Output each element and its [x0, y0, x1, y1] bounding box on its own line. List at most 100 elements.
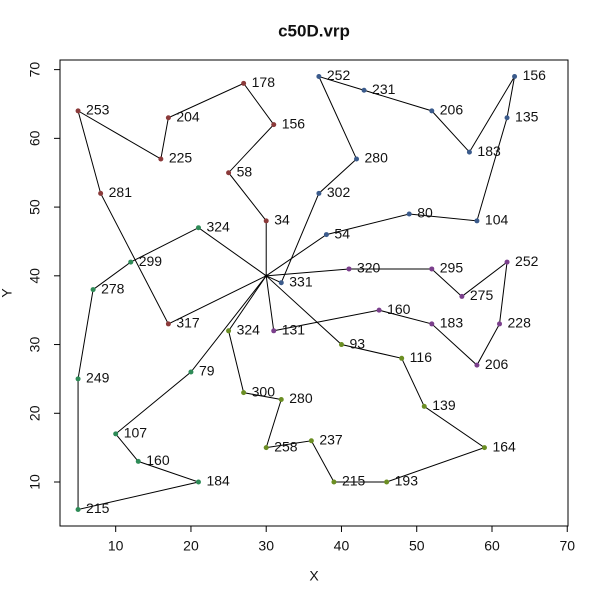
customer-label: 280	[365, 150, 389, 166]
customer-point	[278, 397, 284, 403]
chart-title: c50D.vrp	[278, 21, 350, 40]
y-tick-label: 10	[27, 474, 43, 490]
customer-label: 183	[477, 143, 501, 159]
customer-label: 215	[342, 473, 366, 489]
x-tick-label: 70	[559, 538, 575, 554]
customer-label: 320	[357, 260, 381, 276]
customer-label: 178	[252, 74, 276, 90]
customer-point	[98, 190, 104, 196]
customer-label: 160	[146, 452, 170, 468]
y-tick-label: 60	[27, 130, 43, 146]
route-line	[228, 275, 486, 483]
customer-point	[158, 156, 164, 162]
y-tick-label: 40	[27, 268, 43, 284]
x-tick-label: 50	[409, 538, 425, 554]
customer-label: 231	[372, 81, 396, 97]
customer-point	[188, 369, 194, 375]
customer-label: 215	[86, 500, 110, 516]
customer-label: 299	[139, 253, 163, 269]
customer-point	[346, 266, 352, 272]
customer-point	[361, 87, 367, 93]
customer-label: 295	[440, 260, 464, 276]
customer-point	[195, 479, 201, 485]
customer-label: 278	[101, 280, 125, 296]
x-tick-label: 30	[258, 538, 274, 554]
customer-label: 34	[274, 212, 290, 228]
customer-label: 225	[169, 150, 193, 166]
customer-label: 275	[470, 287, 494, 303]
x-tick-label: 60	[484, 538, 500, 554]
customer-label: 58	[237, 163, 253, 179]
customer-label: 193	[395, 473, 419, 489]
customer-label: 131	[282, 322, 306, 338]
customer-label: 164	[492, 438, 516, 454]
y-tick-label: 20	[27, 405, 43, 421]
customer-label: 135	[515, 108, 539, 124]
route-line	[265, 75, 516, 284]
customer-point	[75, 507, 81, 513]
customer-label: 324	[206, 218, 230, 234]
customer-point	[354, 156, 360, 162]
customer-point	[376, 307, 382, 313]
customer-label: 93	[349, 335, 365, 351]
customer-label: 104	[485, 212, 509, 228]
customer-label: 228	[508, 315, 532, 331]
y-tick-label: 30	[27, 337, 43, 353]
customer-point	[429, 321, 435, 327]
customer-point	[338, 342, 344, 348]
customer-label: 206	[485, 356, 509, 372]
customer-label: 160	[387, 301, 411, 317]
customer-point	[512, 73, 518, 79]
customer-label: 258	[274, 438, 298, 454]
customer-point	[263, 445, 269, 451]
customer-label: 206	[440, 102, 464, 118]
customer-point	[135, 458, 141, 464]
customer-label: 317	[176, 315, 200, 331]
customer-point	[75, 108, 81, 114]
customer-point	[481, 445, 487, 451]
customer-point	[421, 403, 427, 409]
y-tick-label: 70	[27, 62, 43, 78]
customer-label: 280	[289, 390, 313, 406]
x-axis-label: X	[309, 568, 319, 584]
customer-label: 237	[319, 431, 343, 447]
customer-point	[90, 287, 96, 293]
customer-point	[271, 328, 277, 334]
customer-label: 156	[282, 115, 306, 131]
customer-point	[474, 362, 480, 368]
customer-label: 252	[515, 253, 539, 269]
customer-point	[504, 115, 510, 121]
customer-label: 79	[199, 363, 215, 379]
customer-point	[497, 321, 503, 327]
customer-point	[399, 355, 405, 361]
customer-label: 184	[206, 473, 230, 489]
customer-point	[263, 218, 269, 224]
customer-label: 331	[289, 273, 313, 289]
customer-label: 302	[327, 184, 351, 200]
customer-label: 300	[252, 383, 276, 399]
customer-point	[384, 479, 390, 485]
customer-point	[429, 108, 435, 114]
customer-label: 139	[432, 397, 456, 413]
customer-point	[165, 115, 171, 121]
x-tick-label: 10	[108, 538, 124, 554]
x-tick-label: 40	[334, 538, 350, 554]
customer-label: 107	[124, 425, 148, 441]
customer-label: 54	[334, 225, 350, 241]
customer-point	[226, 328, 232, 334]
customer-point	[165, 321, 171, 327]
customer-label: 281	[109, 184, 133, 200]
customer-label: 156	[523, 67, 547, 83]
customer-point	[459, 293, 465, 299]
x-tick-label: 20	[183, 538, 199, 554]
customer-label: 80	[417, 205, 433, 221]
customer-point	[316, 73, 322, 79]
customer-point	[308, 438, 314, 444]
customer-point	[241, 390, 247, 396]
depot-point	[264, 274, 268, 278]
customer-point	[323, 232, 329, 238]
customer-label: 252	[327, 67, 351, 83]
customer-point	[75, 376, 81, 382]
customer-point	[316, 190, 322, 196]
